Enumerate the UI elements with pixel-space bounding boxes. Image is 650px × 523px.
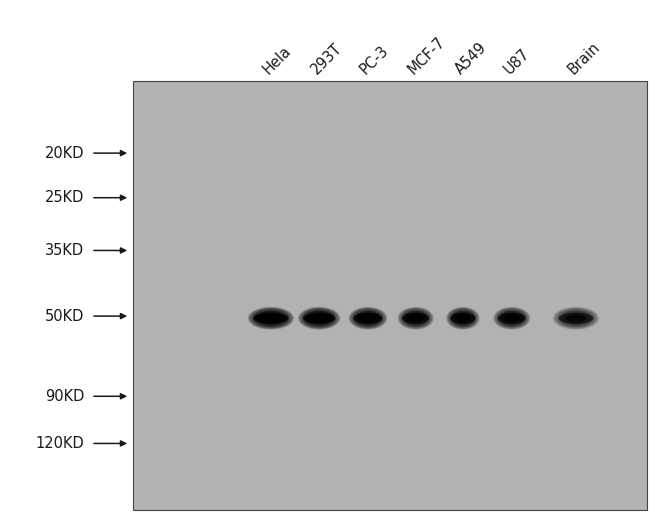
Ellipse shape xyxy=(248,307,294,329)
Ellipse shape xyxy=(354,313,382,324)
Ellipse shape xyxy=(252,309,289,327)
Ellipse shape xyxy=(503,313,520,323)
Text: PC-3: PC-3 xyxy=(358,42,391,77)
Ellipse shape xyxy=(448,308,478,328)
Ellipse shape xyxy=(350,308,385,328)
Ellipse shape xyxy=(558,309,594,327)
Text: 120KD: 120KD xyxy=(36,436,84,451)
Text: 35KD: 35KD xyxy=(46,243,84,258)
Ellipse shape xyxy=(404,311,427,326)
Ellipse shape xyxy=(401,309,430,327)
Text: A549: A549 xyxy=(452,40,489,77)
Text: 25KD: 25KD xyxy=(45,190,84,205)
Ellipse shape xyxy=(452,311,474,326)
Ellipse shape xyxy=(566,313,586,323)
Ellipse shape xyxy=(352,309,383,327)
Ellipse shape xyxy=(561,311,591,326)
Ellipse shape xyxy=(398,307,434,329)
Ellipse shape xyxy=(256,311,286,326)
Text: 293T: 293T xyxy=(309,40,345,77)
Ellipse shape xyxy=(495,308,528,328)
Ellipse shape xyxy=(250,308,292,328)
Ellipse shape xyxy=(450,313,475,324)
Ellipse shape xyxy=(309,313,329,323)
Ellipse shape xyxy=(356,311,380,326)
Ellipse shape xyxy=(302,309,336,327)
Ellipse shape xyxy=(359,313,376,323)
Text: 20KD: 20KD xyxy=(45,145,84,161)
Ellipse shape xyxy=(456,315,471,322)
Ellipse shape xyxy=(254,313,288,324)
Ellipse shape xyxy=(399,308,432,328)
Ellipse shape xyxy=(450,309,476,327)
Ellipse shape xyxy=(261,313,281,323)
Ellipse shape xyxy=(309,315,329,322)
Ellipse shape xyxy=(408,315,424,322)
Ellipse shape xyxy=(497,309,526,327)
Text: 90KD: 90KD xyxy=(45,389,84,404)
Text: 50KD: 50KD xyxy=(45,309,84,324)
Ellipse shape xyxy=(456,313,471,323)
Ellipse shape xyxy=(498,313,526,324)
Bar xyxy=(133,81,647,510)
Ellipse shape xyxy=(408,313,424,323)
Ellipse shape xyxy=(402,313,429,324)
Ellipse shape xyxy=(558,313,593,324)
Text: MCF-7: MCF-7 xyxy=(405,34,448,77)
Ellipse shape xyxy=(493,307,530,329)
Text: Brain: Brain xyxy=(566,39,603,77)
Text: Hela: Hela xyxy=(260,43,294,77)
Ellipse shape xyxy=(298,307,340,329)
Ellipse shape xyxy=(566,315,586,322)
Ellipse shape xyxy=(503,315,520,322)
Ellipse shape xyxy=(306,311,333,326)
Ellipse shape xyxy=(500,311,524,326)
Ellipse shape xyxy=(447,307,480,329)
Ellipse shape xyxy=(261,315,281,322)
Ellipse shape xyxy=(300,308,339,328)
Ellipse shape xyxy=(359,315,376,322)
Ellipse shape xyxy=(348,307,387,329)
Ellipse shape xyxy=(554,308,597,328)
Text: U87: U87 xyxy=(501,46,532,77)
Ellipse shape xyxy=(552,307,599,329)
Ellipse shape xyxy=(304,313,335,324)
